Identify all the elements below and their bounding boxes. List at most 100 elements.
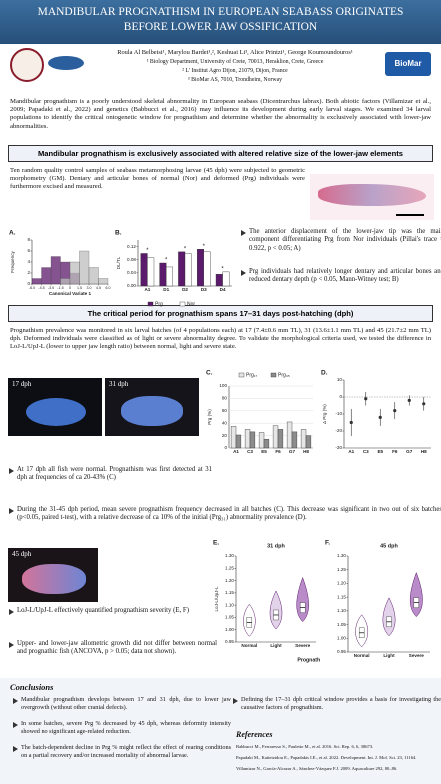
x-tick-label: 6.0 [106, 286, 111, 290]
y-tick-label: 0.08 [127, 257, 136, 262]
y-tick-label: 1.15 [337, 594, 346, 599]
x-tick-label: 1.5 [77, 286, 82, 290]
panel-label: D. [321, 370, 328, 377]
x-tick-label: A1 [348, 449, 354, 454]
legend-label: Prg [155, 301, 163, 307]
y-tick-label: 8 [27, 237, 30, 242]
y-tick-label: 0.95 [337, 649, 346, 654]
y-tick-label: 4 [27, 259, 30, 264]
bar [286, 421, 293, 449]
bar [258, 432, 265, 449]
histogram-bar [69, 261, 80, 285]
y-axis-label: Δ Prg (%) [322, 404, 327, 424]
histogram-bar [41, 267, 52, 285]
x-tick-label: H8 [421, 449, 427, 454]
x-tick-label: Normal [241, 643, 257, 648]
y-tick-label: 2 [27, 270, 30, 275]
bullet: Prg individuals had relatively longer de… [240, 268, 441, 285]
affiliation: ³ BioMar AS, 7010, Trondheim, Norway [187, 77, 283, 83]
photo-label: 31 dph [109, 380, 129, 388]
bullet: The anterior displacement of the lower-j… [240, 228, 441, 253]
legend-swatch [238, 372, 245, 378]
histogram-bar [31, 278, 42, 285]
x-tick-label: D2 [182, 287, 188, 292]
bullet: LoJ-L/UpJ-L effectively quantified progn… [8, 607, 217, 616]
y-tick-label: 1.20 [337, 581, 346, 586]
y-tick-label: 1.25 [337, 567, 346, 572]
y-axis-label: Frequency [10, 250, 15, 272]
x-tick-label: 3.0 [87, 286, 92, 290]
reference: Villamizar N., García-Alcazar A., Sánche… [236, 766, 398, 771]
y-tick-label: -10 [335, 411, 342, 416]
fish-specimen [318, 184, 426, 206]
y-tick-label: 1.25 [225, 566, 234, 571]
significance-mark: * [184, 246, 187, 252]
x-tick-label: E5 [261, 449, 267, 454]
larva-head [121, 396, 183, 426]
biomar-logo: BioMar [385, 52, 431, 76]
affiliation: ¹ Biology Department, University of Cret… [146, 59, 324, 65]
bar [230, 426, 237, 449]
y-axis-label: Prg (%) [207, 409, 212, 425]
bar [166, 266, 173, 287]
bar [203, 251, 211, 287]
bar [184, 253, 192, 287]
y-tick-label: 40 [222, 420, 228, 425]
section-heading: Mandibular prognathism is exclusively as… [8, 145, 433, 162]
larva-photo [105, 378, 199, 436]
point [364, 397, 368, 401]
photo-label: 45 dph [12, 550, 32, 558]
legend-label: Nor [187, 301, 195, 307]
histogram-bar [98, 278, 109, 285]
y-tick-label: 0 [339, 394, 342, 399]
point [422, 402, 426, 406]
bar [147, 257, 155, 287]
y-tick-label: 10 [337, 377, 343, 382]
bar [215, 273, 223, 287]
y-tick-label: 1.30 [337, 553, 346, 558]
chart: D. Δ Prg (%) -30 -20 -10 0 10 A1 C3 E5 F6 G7 H8 [321, 370, 431, 454]
university-seal [10, 48, 44, 82]
legend-swatch [147, 301, 154, 307]
chart: A. Frequency 0 2 4 6 8 -6.0 -4.5 -3.0 -1.5 0 1.5 3.0 4… [9, 230, 111, 297]
point [349, 420, 353, 425]
bar [244, 429, 251, 449]
x-tick-label: -3.0 [48, 286, 54, 290]
y-tick-label: 1.05 [337, 622, 346, 627]
histogram-bar [79, 250, 90, 285]
histogram-bar [60, 278, 71, 285]
x-tick-label: C3 [363, 449, 369, 454]
point [393, 409, 397, 413]
histogram-bar [50, 256, 61, 285]
y-tick-label: 1.10 [225, 602, 234, 607]
panel-label: F. [325, 540, 330, 547]
legend-swatch [270, 372, 277, 378]
bullet: In some batches, severe Prg % decreased … [12, 720, 231, 735]
larva-head [26, 398, 86, 426]
bar [305, 435, 312, 449]
y-tick-label: 0 [224, 445, 227, 450]
y-tick-label: 0.95 [225, 639, 234, 644]
histogram-bar [88, 267, 99, 285]
chart: E. 31 dph LoJ-L/UpJ-L 0.95 1.00 1.05 1.10 1.15 1… [213, 540, 320, 664]
y-tick-label: 20 [222, 433, 228, 438]
title-band [0, 0, 441, 44]
violin [409, 571, 423, 617]
x-tick-label: F6 [275, 449, 281, 454]
y-tick-label: 0 [27, 281, 30, 286]
photo-label: 17 dph [12, 380, 32, 388]
x-tick-label: D3 [201, 287, 207, 292]
x-tick-label: -1.5 [57, 286, 63, 290]
larva-head [22, 564, 86, 594]
section-text: Ten random quality control samples of se… [10, 167, 305, 191]
bar [178, 251, 186, 287]
panel-title: 31 dph [267, 543, 285, 549]
y-tick-label: 100 [219, 383, 227, 388]
panel-title: 45 dph [380, 543, 398, 549]
x-tick-label: 4.5 [96, 286, 101, 290]
x-tick-label: D1 [163, 287, 169, 292]
conclusions-heading: Conclusions [10, 682, 54, 692]
x-tick-label: Severe [295, 643, 311, 648]
point [407, 398, 411, 402]
y-tick-label: -20 [335, 428, 342, 433]
